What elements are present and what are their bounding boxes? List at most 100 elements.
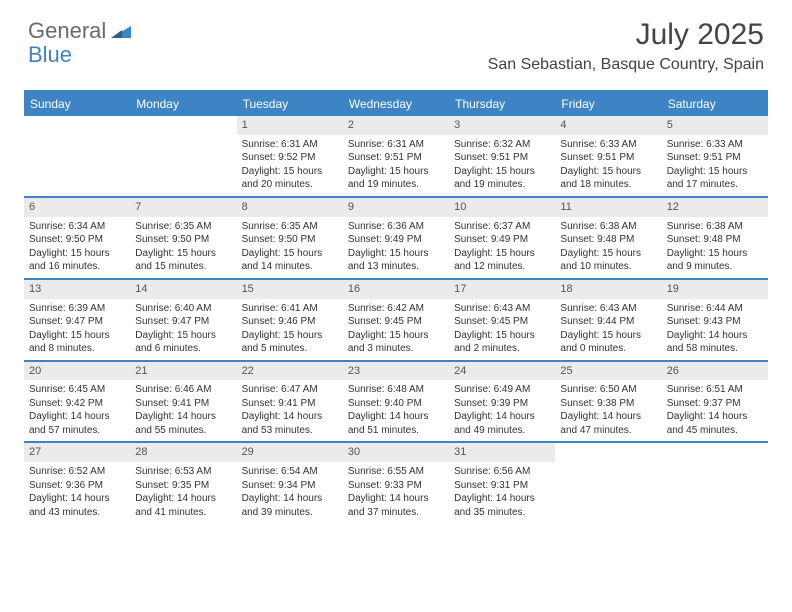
sunset-text: Sunset: 9:51 PM xyxy=(560,151,656,165)
sunset-text: Sunset: 9:49 PM xyxy=(348,233,444,247)
daylight-text: Daylight: 15 hours and 13 minutes. xyxy=(348,247,444,274)
sunrise-text: Sunrise: 6:50 AM xyxy=(560,383,656,397)
daylight-text: Daylight: 15 hours and 3 minutes. xyxy=(348,329,444,356)
weekday-header-row: SundayMondayTuesdayWednesdayThursdayFrid… xyxy=(24,92,768,116)
daylight-text: Daylight: 15 hours and 8 minutes. xyxy=(29,329,125,356)
day-number: 19 xyxy=(662,280,768,299)
location: San Sebastian, Basque Country, Spain xyxy=(488,56,764,74)
week-row: 1Sunrise: 6:31 AMSunset: 9:52 PMDaylight… xyxy=(24,116,768,196)
header: GeneralBlue July 2025 San Sebastian, Bas… xyxy=(0,0,792,80)
sunset-text: Sunset: 9:40 PM xyxy=(348,397,444,411)
day-cell: 16Sunrise: 6:42 AMSunset: 9:45 PMDayligh… xyxy=(343,280,449,360)
day-body: Sunrise: 6:33 AMSunset: 9:51 PMDaylight:… xyxy=(555,135,661,196)
day-number: 10 xyxy=(449,198,555,217)
sunset-text: Sunset: 9:49 PM xyxy=(454,233,550,247)
daylight-text: Daylight: 14 hours and 51 minutes. xyxy=(348,410,444,437)
sunrise-text: Sunrise: 6:41 AM xyxy=(242,302,338,316)
day-number: 18 xyxy=(555,280,661,299)
daylight-text: Daylight: 14 hours and 45 minutes. xyxy=(667,410,763,437)
logo-text-1: General xyxy=(28,18,106,43)
week-row: 13Sunrise: 6:39 AMSunset: 9:47 PMDayligh… xyxy=(24,278,768,360)
day-cell: 5Sunrise: 6:33 AMSunset: 9:51 PMDaylight… xyxy=(662,116,768,196)
day-number: 12 xyxy=(662,198,768,217)
day-body: Sunrise: 6:56 AMSunset: 9:31 PMDaylight:… xyxy=(449,462,555,523)
day-body: Sunrise: 6:54 AMSunset: 9:34 PMDaylight:… xyxy=(237,462,343,523)
day-number: 3 xyxy=(449,116,555,135)
day-number: 21 xyxy=(130,362,236,381)
sunset-text: Sunset: 9:50 PM xyxy=(242,233,338,247)
daylight-text: Daylight: 15 hours and 16 minutes. xyxy=(29,247,125,274)
day-cell xyxy=(24,116,130,196)
daylight-text: Daylight: 14 hours and 43 minutes. xyxy=(29,492,125,519)
day-cell: 29Sunrise: 6:54 AMSunset: 9:34 PMDayligh… xyxy=(237,443,343,523)
daylight-text: Daylight: 15 hours and 10 minutes. xyxy=(560,247,656,274)
day-cell: 30Sunrise: 6:55 AMSunset: 9:33 PMDayligh… xyxy=(343,443,449,523)
daylight-text: Daylight: 15 hours and 18 minutes. xyxy=(560,165,656,192)
calendar: SundayMondayTuesdayWednesdayThursdayFrid… xyxy=(24,90,768,523)
day-cell: 25Sunrise: 6:50 AMSunset: 9:38 PMDayligh… xyxy=(555,362,661,442)
sunset-text: Sunset: 9:37 PM xyxy=(667,397,763,411)
sunset-text: Sunset: 9:50 PM xyxy=(135,233,231,247)
daylight-text: Daylight: 15 hours and 19 minutes. xyxy=(454,165,550,192)
daylight-text: Daylight: 14 hours and 53 minutes. xyxy=(242,410,338,437)
sunset-text: Sunset: 9:39 PM xyxy=(454,397,550,411)
day-number: 7 xyxy=(130,198,236,217)
day-number: 30 xyxy=(343,443,449,462)
sunrise-text: Sunrise: 6:40 AM xyxy=(135,302,231,316)
daylight-text: Daylight: 15 hours and 6 minutes. xyxy=(135,329,231,356)
logo-mark-icon xyxy=(109,18,131,43)
weekday-header: Tuesday xyxy=(237,92,343,116)
day-number: 26 xyxy=(662,362,768,381)
day-cell: 4Sunrise: 6:33 AMSunset: 9:51 PMDaylight… xyxy=(555,116,661,196)
sunrise-text: Sunrise: 6:31 AM xyxy=(348,138,444,152)
daylight-text: Daylight: 14 hours and 55 minutes. xyxy=(135,410,231,437)
day-body: Sunrise: 6:42 AMSunset: 9:45 PMDaylight:… xyxy=(343,299,449,360)
sunrise-text: Sunrise: 6:49 AM xyxy=(454,383,550,397)
weekday-header: Wednesday xyxy=(343,92,449,116)
day-body: Sunrise: 6:50 AMSunset: 9:38 PMDaylight:… xyxy=(555,380,661,441)
day-cell: 8Sunrise: 6:35 AMSunset: 9:50 PMDaylight… xyxy=(237,198,343,278)
day-cell xyxy=(662,443,768,523)
day-cell: 11Sunrise: 6:38 AMSunset: 9:48 PMDayligh… xyxy=(555,198,661,278)
day-body: Sunrise: 6:52 AMSunset: 9:36 PMDaylight:… xyxy=(24,462,130,523)
weekday-header: Sunday xyxy=(24,92,130,116)
sunrise-text: Sunrise: 6:46 AM xyxy=(135,383,231,397)
day-number: 23 xyxy=(343,362,449,381)
sunset-text: Sunset: 9:46 PM xyxy=(242,315,338,329)
sunset-text: Sunset: 9:41 PM xyxy=(135,397,231,411)
day-body: Sunrise: 6:45 AMSunset: 9:42 PMDaylight:… xyxy=(24,380,130,441)
day-number: 14 xyxy=(130,280,236,299)
day-cell xyxy=(555,443,661,523)
sunrise-text: Sunrise: 6:45 AM xyxy=(29,383,125,397)
day-cell xyxy=(130,116,236,196)
day-body: Sunrise: 6:47 AMSunset: 9:41 PMDaylight:… xyxy=(237,380,343,441)
day-cell: 17Sunrise: 6:43 AMSunset: 9:45 PMDayligh… xyxy=(449,280,555,360)
day-number: 16 xyxy=(343,280,449,299)
sunset-text: Sunset: 9:36 PM xyxy=(29,479,125,493)
daylight-text: Daylight: 15 hours and 19 minutes. xyxy=(348,165,444,192)
day-cell: 15Sunrise: 6:41 AMSunset: 9:46 PMDayligh… xyxy=(237,280,343,360)
sunset-text: Sunset: 9:33 PM xyxy=(348,479,444,493)
sunrise-text: Sunrise: 6:36 AM xyxy=(348,220,444,234)
day-number: 8 xyxy=(237,198,343,217)
week-row: 27Sunrise: 6:52 AMSunset: 9:36 PMDayligh… xyxy=(24,441,768,523)
sunrise-text: Sunrise: 6:37 AM xyxy=(454,220,550,234)
weekday-header: Monday xyxy=(130,92,236,116)
day-body: Sunrise: 6:51 AMSunset: 9:37 PMDaylight:… xyxy=(662,380,768,441)
day-body: Sunrise: 6:38 AMSunset: 9:48 PMDaylight:… xyxy=(555,217,661,278)
sunset-text: Sunset: 9:50 PM xyxy=(29,233,125,247)
sunset-text: Sunset: 9:51 PM xyxy=(454,151,550,165)
daylight-text: Daylight: 15 hours and 15 minutes. xyxy=(135,247,231,274)
day-cell: 3Sunrise: 6:32 AMSunset: 9:51 PMDaylight… xyxy=(449,116,555,196)
day-body: Sunrise: 6:40 AMSunset: 9:47 PMDaylight:… xyxy=(130,299,236,360)
day-cell: 10Sunrise: 6:37 AMSunset: 9:49 PMDayligh… xyxy=(449,198,555,278)
sunrise-text: Sunrise: 6:56 AM xyxy=(454,465,550,479)
day-number: 15 xyxy=(237,280,343,299)
day-number: 2 xyxy=(343,116,449,135)
day-number: 28 xyxy=(130,443,236,462)
sunrise-text: Sunrise: 6:38 AM xyxy=(667,220,763,234)
day-body: Sunrise: 6:32 AMSunset: 9:51 PMDaylight:… xyxy=(449,135,555,196)
sunrise-text: Sunrise: 6:35 AM xyxy=(242,220,338,234)
sunset-text: Sunset: 9:34 PM xyxy=(242,479,338,493)
day-cell: 27Sunrise: 6:52 AMSunset: 9:36 PMDayligh… xyxy=(24,443,130,523)
